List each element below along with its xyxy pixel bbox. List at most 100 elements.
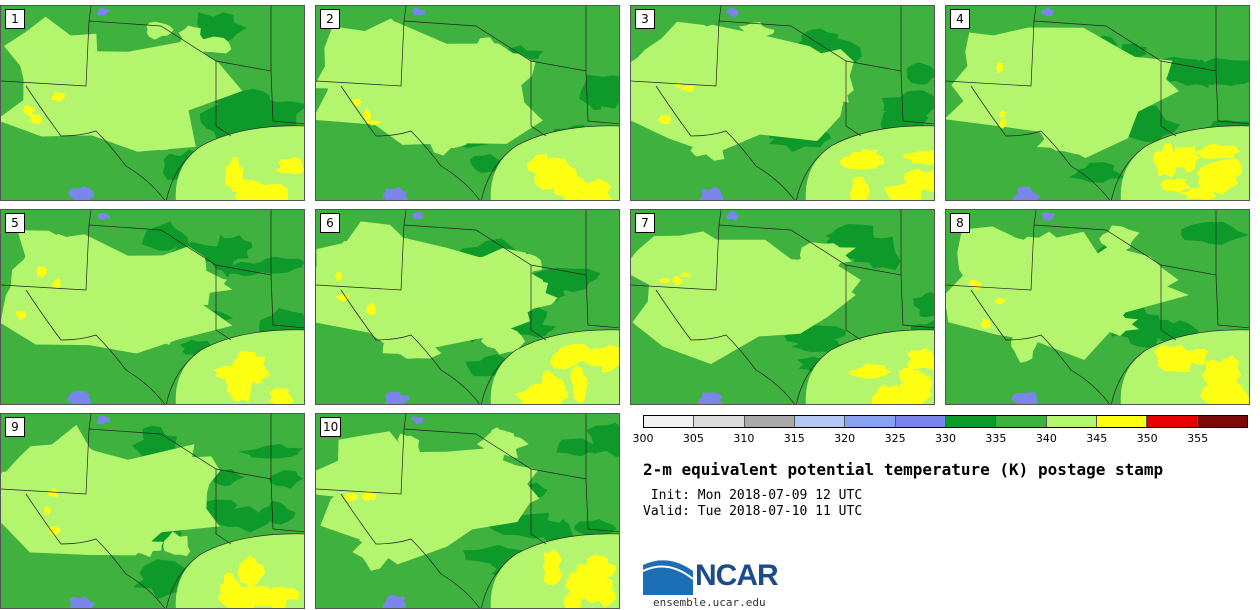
member-panel: 7: [630, 209, 935, 405]
colorbar-tick-label: 350: [1136, 432, 1158, 445]
map-field: [631, 6, 934, 200]
field-patch-340: [152, 479, 184, 504]
border-line: [25, 85, 165, 200]
valid-time: Valid: Tue 2018-07-10 11 UTC: [643, 504, 863, 519]
state-boundary: [631, 210, 722, 291]
coastline: [481, 533, 619, 608]
state-boundary: [1, 6, 92, 87]
colorbar-segment: [845, 416, 896, 427]
state-boundary: [585, 274, 619, 329]
border-line: [970, 85, 1110, 200]
field-patch-335: [913, 291, 934, 318]
field-patch-345: [269, 387, 294, 404]
field-patch-340: [508, 253, 542, 275]
field-patch-340: [709, 100, 757, 133]
colorbar-segment: [794, 416, 846, 427]
state-boundary: [530, 469, 547, 545]
field-patch-345: [535, 157, 566, 173]
colorbar-tick-label: 340: [1035, 432, 1057, 445]
state-boundary: [215, 61, 232, 137]
state-boundary: [946, 6, 1037, 87]
member-panel: 5: [0, 209, 305, 405]
colorbar-tick-label: 320: [834, 432, 856, 445]
colorbar-segment: [1197, 416, 1247, 427]
state-boundary: [1215, 70, 1249, 125]
colorbar-tick-label: 325: [884, 432, 906, 445]
field-patch-340: [751, 54, 775, 77]
state-boundary: [316, 414, 407, 495]
colorbar-tick-label: 345: [1086, 432, 1108, 445]
colorbar-tick-label: 310: [733, 432, 755, 445]
field-patch-340: [180, 36, 232, 54]
state-boundary: [845, 265, 862, 341]
field-patch-325: [1041, 7, 1054, 17]
field-patch-340: [664, 308, 702, 326]
field-patch-340: [335, 81, 370, 101]
map-field: [631, 210, 934, 404]
member-panel: 1: [0, 5, 305, 201]
field-patch-345: [237, 555, 265, 592]
coastline: [796, 125, 934, 200]
field-patch-345: [335, 271, 343, 282]
coastline: [796, 329, 934, 404]
init-time: Init: Mon 2018-07-09 12 UTC: [643, 488, 863, 503]
field-patch-340: [37, 233, 91, 258]
field-patch-345: [569, 365, 588, 404]
field-patch-345: [549, 343, 591, 370]
field-patch-345: [47, 487, 59, 498]
field-patch-345: [1160, 178, 1191, 192]
state-boundary: [1215, 274, 1249, 329]
field-patch-345: [344, 493, 358, 501]
state-boundary: [631, 6, 722, 87]
state-boundary: [316, 6, 407, 87]
ncar-logo: NCAR ensemble.ucar.edu: [643, 553, 813, 609]
field-patch-345: [1168, 146, 1200, 174]
border-line: [655, 85, 795, 200]
state-boundary: [1, 414, 92, 495]
field-patch-345: [1152, 143, 1182, 178]
field-patch-340: [1082, 47, 1173, 102]
field-patch-345: [537, 369, 566, 404]
field-patch-345: [576, 560, 616, 579]
member-number: 10: [320, 417, 342, 437]
coastline: [481, 125, 619, 200]
field-patch-345: [671, 275, 683, 286]
state-boundary: [1, 210, 92, 291]
field-patch-325: [382, 594, 406, 608]
colorbar-tick-label: 300: [632, 432, 654, 445]
field-patch-340: [1019, 231, 1068, 266]
field-patch-340: [466, 37, 504, 73]
field-patch-340: [1004, 90, 1041, 111]
field-patch-340: [153, 318, 176, 345]
ncar-logo-text: NCAR: [695, 559, 779, 592]
field-patch-340: [163, 531, 191, 557]
field-patch-345: [903, 150, 934, 166]
field-patch-335: [825, 225, 858, 246]
field-patch-345: [994, 298, 1006, 304]
field-patch-340: [1070, 299, 1095, 338]
field-patch-345: [230, 585, 276, 607]
field-patch-345: [906, 348, 934, 371]
map-field: [946, 6, 1249, 200]
gulf-region: [175, 125, 304, 200]
member-panel: 6: [315, 209, 620, 405]
field-patch-345: [241, 179, 270, 200]
field-patch-340: [1011, 327, 1040, 363]
field-patch-325: [382, 186, 410, 200]
field-patch-335: [212, 468, 245, 487]
field-patch-345: [236, 350, 257, 366]
field-patch-345: [52, 278, 61, 288]
field-patch-335: [463, 544, 523, 565]
member-number: 8: [950, 213, 970, 233]
field-patch-345: [1190, 348, 1209, 365]
field-patch-340: [138, 51, 218, 104]
field-patch-345: [564, 589, 583, 608]
ensemble-url: ensemble.ucar.edu: [653, 596, 766, 609]
field-patch-340: [352, 532, 393, 571]
member-number: 4: [950, 9, 970, 29]
state-boundary: [1160, 61, 1177, 137]
field-patch-325: [384, 391, 409, 404]
border-line: [25, 493, 165, 608]
border-line: [340, 85, 480, 200]
field-patch-345: [336, 294, 350, 302]
